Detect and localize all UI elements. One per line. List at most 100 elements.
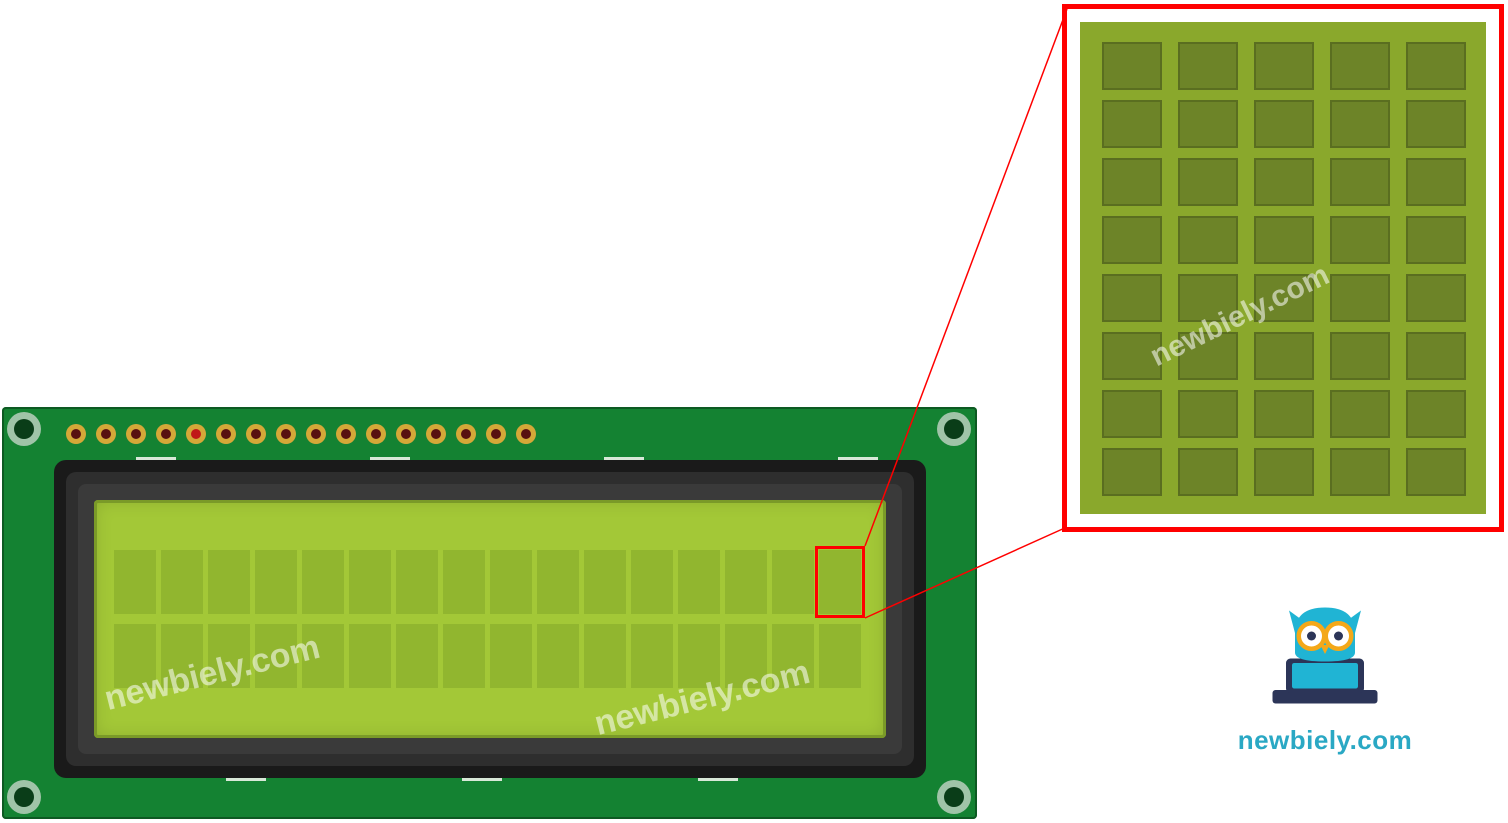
lcd-pixel <box>1102 390 1162 438</box>
lcd-char-cell <box>631 624 673 688</box>
lcd-char-cell <box>819 624 861 688</box>
lcd-pixel <box>1178 448 1238 496</box>
mount-hole-inner <box>14 419 34 439</box>
header-pin-center <box>161 429 171 439</box>
mount-hole-inner <box>944 787 964 807</box>
header-pin-center <box>311 429 321 439</box>
lcd-char-cell <box>490 624 532 688</box>
lcd-char-cell <box>725 550 767 614</box>
header-pin-center <box>461 429 471 439</box>
lcd-pixel <box>1102 158 1162 206</box>
lcd-char-cell <box>678 624 720 688</box>
lcd-pixel <box>1330 448 1390 496</box>
bezel-tab <box>226 778 266 781</box>
header-pin-center <box>131 429 141 439</box>
header-pin-center <box>191 429 201 439</box>
header-pin-center <box>491 429 501 439</box>
lcd-pixel <box>1254 390 1314 438</box>
header-pin-center <box>341 429 351 439</box>
lcd-char-cell <box>584 624 626 688</box>
brand-logo: newbiely.com <box>1210 600 1440 756</box>
header-pin-center <box>431 429 441 439</box>
header-pin-center <box>101 429 111 439</box>
lcd-char-cell <box>772 624 814 688</box>
lcd-char-cell <box>678 550 720 614</box>
lcd-pixel <box>1102 274 1162 322</box>
lcd-pixel <box>1330 100 1390 148</box>
lcd-pixel <box>1330 42 1390 90</box>
lcd-char-cell <box>443 550 485 614</box>
lcd-pixel <box>1178 274 1238 322</box>
lcd-pixel <box>1102 100 1162 148</box>
header-pin-center <box>251 429 261 439</box>
lcd-char-cell <box>302 550 344 614</box>
lcd-screen <box>94 500 886 738</box>
lcd-pixel <box>1178 216 1238 264</box>
lcd-pixel <box>1254 274 1314 322</box>
lcd-pixel <box>1406 216 1466 264</box>
lcd-pixel <box>1102 448 1162 496</box>
lcd-char-cell <box>255 624 297 688</box>
lcd-pixel <box>1178 100 1238 148</box>
header-pin-center <box>401 429 411 439</box>
lcd-pixel <box>1406 274 1466 322</box>
lcd-char-cell <box>302 624 344 688</box>
lcd-char-cell <box>255 550 297 614</box>
header-pin-center <box>281 429 291 439</box>
lcd-pixel <box>1254 42 1314 90</box>
lcd-pixel <box>1406 332 1466 380</box>
header-pin-center <box>521 429 531 439</box>
lcd-pixel <box>1178 158 1238 206</box>
lcd-pixel <box>1178 332 1238 380</box>
bezel-tab <box>462 778 502 781</box>
lcd-char-cell <box>349 550 391 614</box>
lcd-pixel <box>1330 274 1390 322</box>
lcd-pixel <box>1254 216 1314 264</box>
lcd-char-cell <box>443 624 485 688</box>
header-pin-center <box>221 429 231 439</box>
lcd-pixel <box>1406 158 1466 206</box>
lcd-pixel <box>1406 100 1466 148</box>
lcd-char-cell <box>208 550 250 614</box>
mount-hole-inner <box>14 787 34 807</box>
lcd-pixel <box>1102 216 1162 264</box>
lcd-pixel <box>1254 332 1314 380</box>
lcd-char-cell <box>490 550 532 614</box>
lcd-char-cell <box>631 550 673 614</box>
lcd-char-cell <box>161 624 203 688</box>
lcd-char-cell <box>161 550 203 614</box>
lcd-pixel <box>1102 42 1162 90</box>
lcd-char-cell <box>396 550 438 614</box>
lcd-char-cell <box>114 550 156 614</box>
lcd-char-cell <box>349 624 391 688</box>
diagram-canvas: newbiely.comnewbiely.comnewbiely.com new… <box>0 0 1508 823</box>
lcd-pixel <box>1178 42 1238 90</box>
brand-logo-text: newbiely.com <box>1210 725 1440 756</box>
lcd-char-cell <box>208 624 250 688</box>
lcd-char-cell <box>537 550 579 614</box>
lcd-char-cell <box>725 624 767 688</box>
lcd-pixel <box>1178 390 1238 438</box>
lcd-pixel <box>1406 448 1466 496</box>
lcd-char-cell <box>396 624 438 688</box>
highlight-cell-box <box>815 546 865 618</box>
lcd-pixel <box>1406 390 1466 438</box>
lcd-pixel <box>1102 332 1162 380</box>
lcd-pixel <box>1254 158 1314 206</box>
lcd-pixel <box>1406 42 1466 90</box>
lcd-pixel <box>1330 216 1390 264</box>
lcd-char-cell <box>584 550 626 614</box>
header-pin-center <box>371 429 381 439</box>
header-pin-center <box>71 429 81 439</box>
lcd-char-cell <box>114 624 156 688</box>
bezel-tab <box>698 778 738 781</box>
lcd-pixel <box>1254 448 1314 496</box>
owl-icon <box>1250 600 1400 720</box>
lcd-pixel <box>1330 158 1390 206</box>
lcd-pixel <box>1330 332 1390 380</box>
zoom-panel-bg <box>1080 22 1486 514</box>
lcd-char-cell <box>772 550 814 614</box>
lcd-char-cell <box>537 624 579 688</box>
lcd-pixel <box>1330 390 1390 438</box>
mount-hole-inner <box>944 419 964 439</box>
